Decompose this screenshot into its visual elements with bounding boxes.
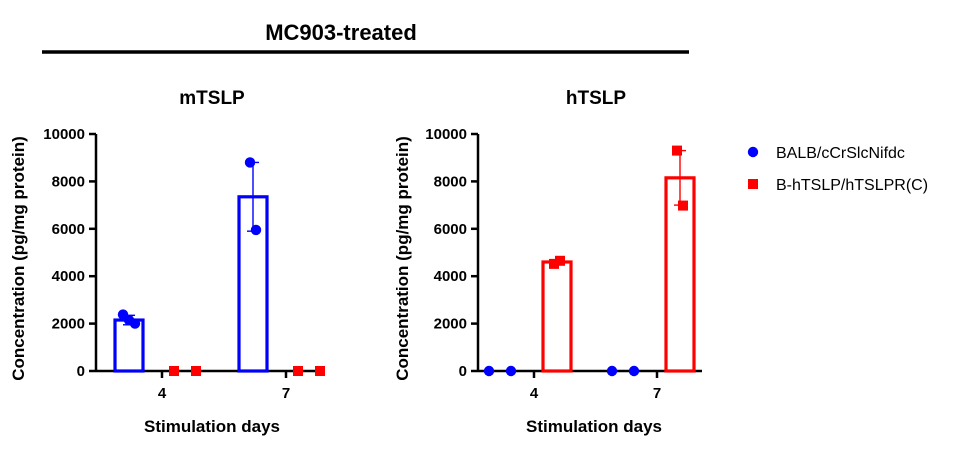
data-point [549, 258, 559, 269]
y-axis-label: Concentration (pg/mg protein) [9, 136, 28, 381]
data-point [483, 365, 495, 377]
bar [664, 176, 696, 373]
y-tick-label: 6000 [52, 221, 85, 238]
y-tick-label: 10000 [43, 126, 85, 143]
x-axis-label: Stimulation days [144, 417, 280, 436]
legend-marker-circle [747, 146, 759, 158]
legend: BALB/cCrSlcNifdc B-hTSLP/hTSLPR(C) [747, 145, 928, 194]
y-axis-label: Concentration (pg/mg protein) [393, 136, 412, 381]
panel-title: hTSLP [566, 88, 626, 109]
data-point [555, 255, 565, 266]
y-tick-label: 2000 [52, 316, 85, 333]
y-tick-label: 0 [77, 363, 85, 380]
data-point [672, 145, 682, 156]
data-point [191, 366, 201, 376]
data-point [293, 366, 303, 376]
bar [541, 260, 573, 373]
data-point [129, 318, 141, 329]
y-tick-label: 8000 [434, 173, 467, 190]
y-tick-label: 4000 [52, 268, 85, 285]
y-tick-label: 4000 [434, 268, 467, 285]
chart-panel-2: hTSLP 0 2000 4000 6000 8000 10000 4 7 Stimulation… [393, 88, 702, 436]
x-tick-label: 4 [530, 385, 539, 402]
data-point [678, 200, 688, 211]
legend-marker-square [748, 179, 758, 189]
legend-item-2: B-hTSLP/hTSLPR(C) [748, 177, 928, 194]
figure-super-title: MC903-treated [265, 20, 417, 45]
data-point [505, 365, 517, 377]
chart-panel-1: mTSLP 0 2000 4000 6000 8000 10000 4 7Stimulation… [9, 88, 325, 436]
y-tick-label: 6000 [434, 221, 467, 238]
data-point [250, 224, 262, 236]
data-point [244, 157, 256, 168]
bar [237, 195, 269, 373]
y-tick-label: 10000 [425, 126, 467, 143]
y-tick-label: 8000 [52, 173, 85, 190]
x-tick-label: 4 [158, 385, 167, 402]
bar [113, 318, 145, 373]
data-point [315, 366, 325, 376]
legend-item-1: BALB/cCrSlcNifdc [747, 145, 905, 162]
x-axis-label: Stimulation days [526, 417, 662, 436]
data-point [606, 365, 618, 377]
legend-label: BALB/cCrSlcNifdc [776, 145, 905, 162]
x-tick-label: 7 [653, 385, 661, 402]
y-tick-label: 0 [459, 363, 467, 380]
panel-title: mTSLP [179, 88, 245, 109]
x-tick-label: 7 [282, 385, 290, 402]
legend-label: B-hTSLP/hTSLPR(C) [776, 177, 928, 194]
y-tick-label: 2000 [434, 316, 467, 333]
data-point [628, 365, 640, 377]
data-point [169, 366, 179, 376]
